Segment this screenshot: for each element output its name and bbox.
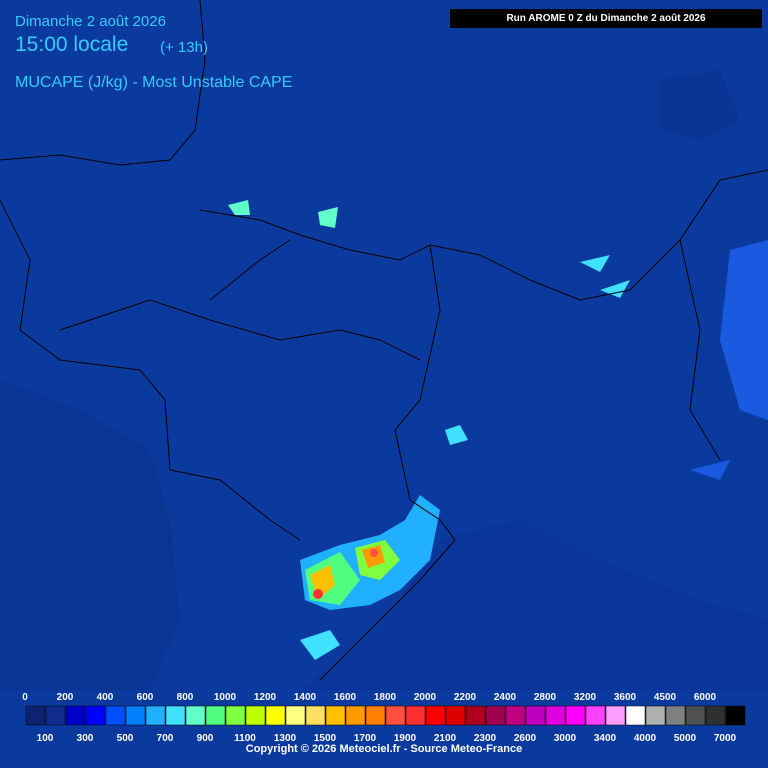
scale-box: [245, 705, 266, 726]
scale-box: [585, 705, 606, 726]
scale-label: 5000: [674, 733, 697, 744]
scale-label: 2300: [474, 733, 497, 744]
scale-box: [505, 705, 526, 726]
parameter-label: MUCAPE (J/kg) - Most Unstable CAPE: [15, 74, 293, 91]
scale-label: 2100: [434, 733, 457, 744]
scale-box: [365, 705, 386, 726]
scale-box: [325, 705, 346, 726]
scale-box: [85, 705, 106, 726]
scale-label: 2000: [414, 692, 437, 703]
scale-box: [485, 705, 506, 726]
scale-box: [525, 705, 546, 726]
scale-box: [205, 705, 226, 726]
scale-label: 700: [157, 733, 174, 744]
sea-areas: [0, 70, 768, 690]
copyright: Copyright © 2026 Meteociel.fr - Source M…: [245, 743, 523, 755]
scale-label: 1700: [354, 733, 377, 744]
scale-label: 1800: [374, 692, 397, 703]
scale-label: 1600: [334, 692, 357, 703]
scale-label: 2800: [534, 692, 557, 703]
scale-label: 100: [37, 733, 54, 744]
scale-box: [545, 705, 566, 726]
lead-label: (+ 13h): [160, 39, 208, 56]
scale-label: 2400: [494, 692, 517, 703]
date-label: Dimanche 2 août 2026: [15, 13, 166, 30]
scale-label: 3600: [614, 692, 637, 703]
scale-box: [185, 705, 206, 726]
scale-label: 2600: [514, 733, 537, 744]
scale-label: 1100: [234, 733, 256, 744]
cape-patches: [228, 200, 630, 660]
scale-box: [45, 705, 66, 726]
scale-box: [265, 705, 286, 726]
scale-box: [605, 705, 626, 726]
scale-box: [165, 705, 186, 726]
scale-label: 1000: [214, 692, 237, 703]
scale-label: 7000: [714, 733, 737, 744]
scale-label: 1200: [254, 692, 277, 703]
scale-label: 3400: [594, 733, 617, 744]
scale-label: 900: [197, 733, 214, 744]
scale-label: 1400: [294, 692, 317, 703]
cape-low: [690, 240, 768, 480]
scale-label: 200: [57, 692, 74, 703]
scale-box: [225, 705, 246, 726]
scale-box: [345, 705, 366, 726]
scale-box: [725, 705, 746, 726]
scale-box: [105, 705, 126, 726]
scale-box: [405, 705, 426, 726]
borders: [0, 0, 768, 681]
scale-box: [685, 705, 706, 726]
scale-label: 600: [137, 692, 154, 703]
color-scale: 0 100 200 300 400 500 600 700 800 900 1000 1100 1200…: [22, 692, 746, 744]
scale-box: [65, 705, 86, 726]
scale-box: [285, 705, 306, 726]
scale-label: 1500: [314, 733, 337, 744]
scale-label: 3000: [554, 733, 577, 744]
scale-label: 1900: [394, 733, 417, 744]
scale-label: 800: [177, 692, 194, 703]
scale-label: 500: [117, 733, 134, 744]
scale-box: [25, 705, 46, 726]
time-label: 15:00 locale: [15, 33, 129, 56]
scale-label: 0: [22, 692, 28, 703]
scale-label: 6000: [694, 692, 717, 703]
scale-box: [465, 705, 486, 726]
scale-label: 300: [77, 733, 94, 744]
scale-box: [705, 705, 726, 726]
scale-box: [565, 705, 586, 726]
scale-label: 1300: [274, 733, 297, 744]
scale-label: 4500: [654, 692, 677, 703]
scale-box: [645, 705, 666, 726]
scale-box: [145, 705, 166, 726]
scale-box: [385, 705, 406, 726]
run-label: Run AROME 0 Z du Dimanche 2 août 2026: [450, 9, 762, 28]
scale-box: [445, 705, 466, 726]
scale-label: 2200: [454, 692, 477, 703]
scale-box: [665, 705, 686, 726]
scale-label: 400: [97, 692, 114, 703]
scale-box: [125, 705, 146, 726]
scale-box: [425, 705, 446, 726]
scale-label: 4000: [634, 733, 657, 744]
scale-box: [305, 705, 326, 726]
scale-box: [625, 705, 646, 726]
scale-label: 3200: [574, 692, 597, 703]
